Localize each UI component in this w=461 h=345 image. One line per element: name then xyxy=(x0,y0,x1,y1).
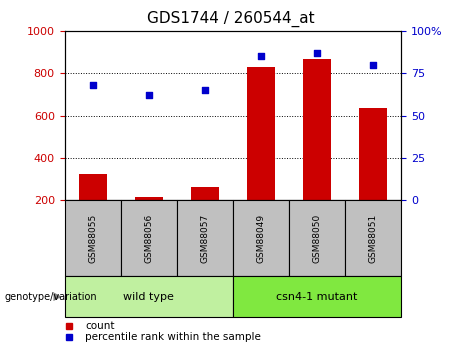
Point xyxy=(145,92,152,98)
Point xyxy=(369,62,377,68)
Text: GSM88050: GSM88050 xyxy=(313,214,321,263)
Bar xyxy=(78,174,106,200)
Bar xyxy=(65,276,233,317)
Bar xyxy=(247,67,275,200)
Bar xyxy=(135,197,163,200)
Point xyxy=(313,50,321,56)
Bar xyxy=(303,59,331,200)
Text: GSM88051: GSM88051 xyxy=(368,214,378,263)
Text: GSM88049: GSM88049 xyxy=(256,214,266,263)
Point xyxy=(257,54,265,59)
Text: GDS1744 / 260544_at: GDS1744 / 260544_at xyxy=(147,10,314,27)
Bar xyxy=(177,200,233,276)
Bar xyxy=(359,108,387,200)
Text: GSM88056: GSM88056 xyxy=(144,214,153,263)
Point xyxy=(89,82,96,88)
Text: count: count xyxy=(85,321,115,331)
Text: csn4-1 mutant: csn4-1 mutant xyxy=(276,292,358,302)
Text: GSM88055: GSM88055 xyxy=(88,214,97,263)
Bar xyxy=(289,200,345,276)
Bar xyxy=(345,200,401,276)
Text: genotype/variation: genotype/variation xyxy=(5,292,97,302)
Text: GSM88057: GSM88057 xyxy=(200,214,209,263)
Bar xyxy=(121,200,177,276)
Bar xyxy=(233,276,401,317)
Bar xyxy=(65,200,121,276)
Bar xyxy=(191,187,219,200)
Text: percentile rank within the sample: percentile rank within the sample xyxy=(85,333,261,342)
Point xyxy=(201,87,208,93)
Text: wild type: wild type xyxy=(123,292,174,302)
Bar xyxy=(233,200,289,276)
